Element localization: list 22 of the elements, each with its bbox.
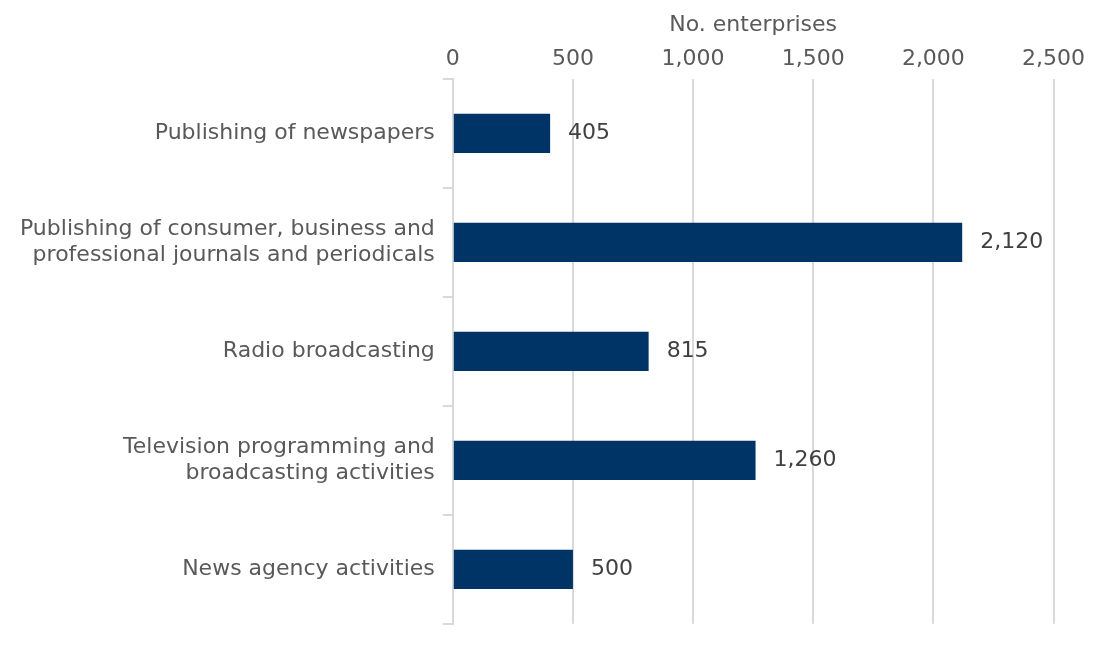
y-tick-label: Publishing of newspapers [154,119,435,145]
x-axis-title: No. enterprises [669,10,838,36]
bar [453,222,963,262]
y-tick-label: News agency activities [182,555,435,581]
x-tick-label: 1,500 [781,45,845,71]
x-tick-label: 500 [551,45,594,71]
bar [453,440,756,480]
y-tick-label: Radio broadcasting [222,337,435,363]
data-label: 2,120 [980,228,1044,254]
x-tick-label: 1,000 [661,45,725,71]
y-tick-label: Television programming and broadcasting activities [122,432,435,485]
bar [453,549,573,589]
x-tick-label: 2,500 [1022,45,1085,71]
data-label: 1,260 [773,446,837,472]
data-label: 500 [590,555,633,581]
y-tick-label: Publishing of consumer, business and professional journals and periodicals [19,214,435,267]
bar [453,331,649,371]
data-label: 405 [568,119,611,145]
data-label: 815 [666,337,709,363]
bar [453,113,551,153]
x-tick-label: 2,000 [901,45,965,71]
x-tick-label: 0 [445,45,460,71]
